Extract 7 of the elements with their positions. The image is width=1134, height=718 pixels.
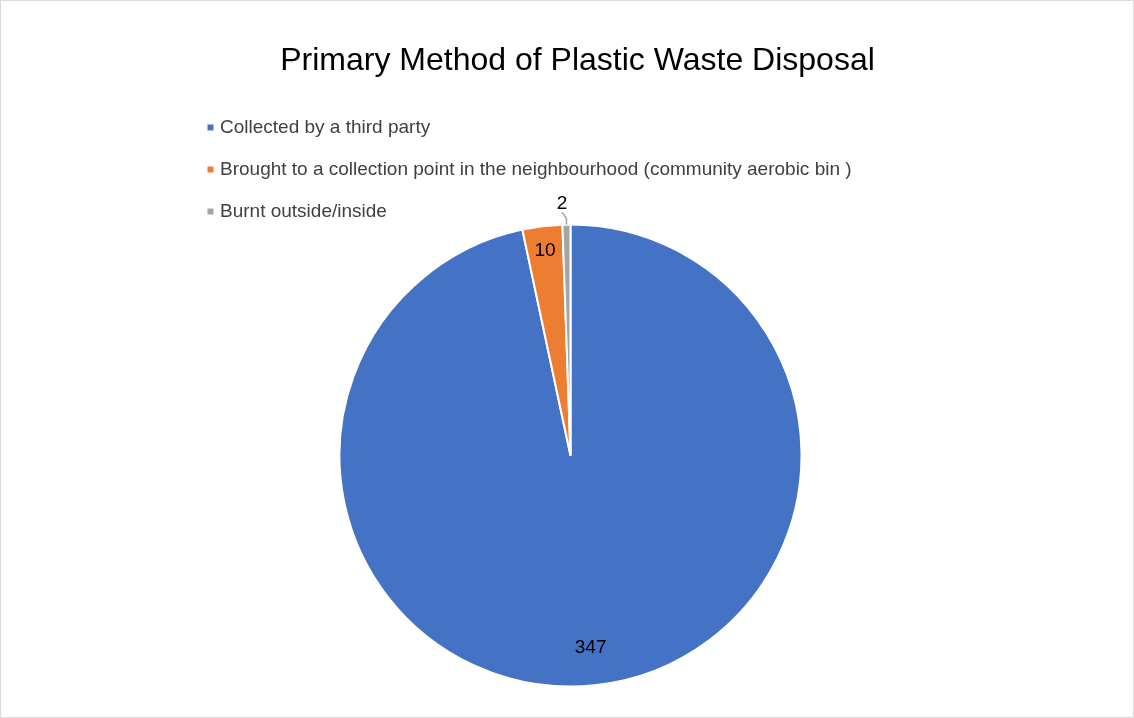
legend-label: Collected by a third party	[220, 116, 431, 138]
data-label: 2	[556, 191, 568, 213]
data-label: 347	[574, 635, 607, 657]
chart-title: Primary Method of Plastic Waste Disposal	[280, 40, 875, 77]
legend-label: Brought to a collection point in the neighbourhood (community aerobic bin )	[220, 158, 852, 180]
data-label: 10	[534, 238, 556, 260]
legend-label: Burnt outside/inside	[220, 200, 387, 222]
